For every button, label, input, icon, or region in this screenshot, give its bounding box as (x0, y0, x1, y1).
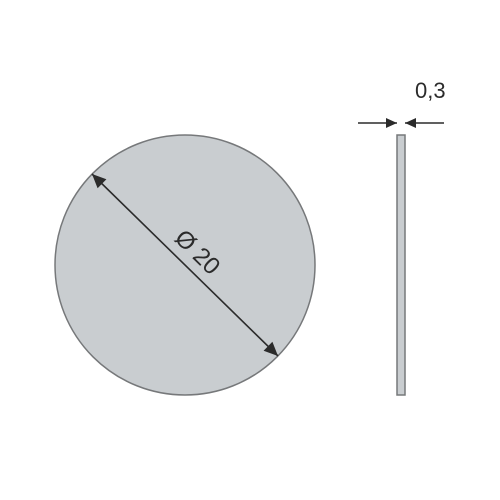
disc-side-view (397, 135, 405, 395)
thickness-label: 0,3 (415, 78, 446, 103)
